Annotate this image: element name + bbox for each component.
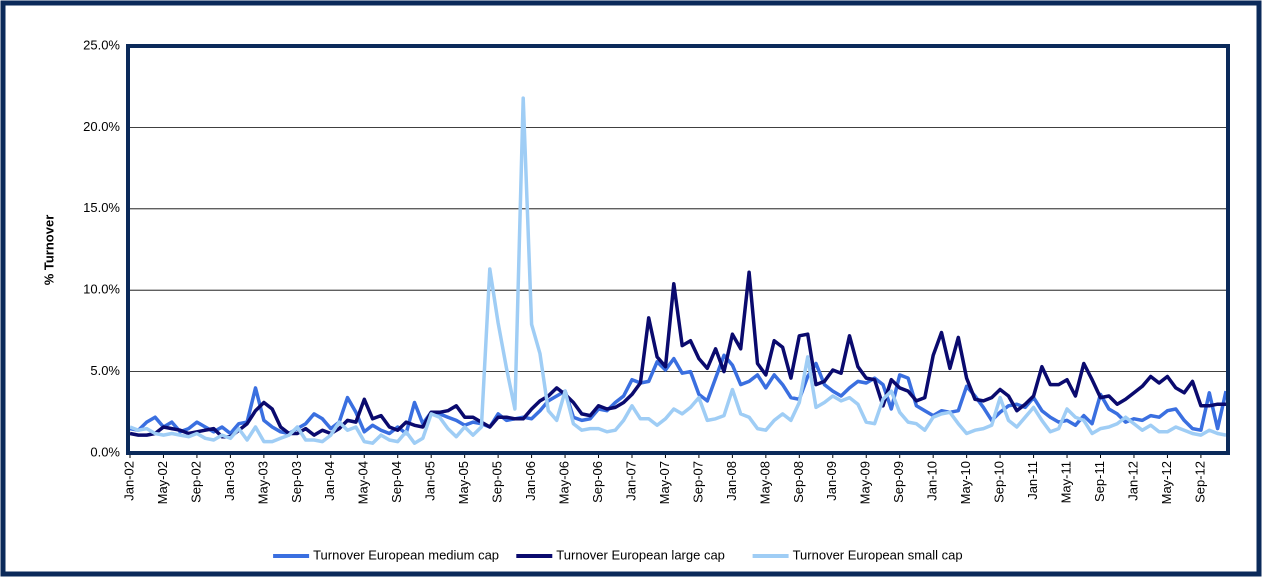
x-tick-label: Jan-05: [423, 461, 438, 501]
y-tick-label: 10.0%: [83, 282, 120, 297]
x-tick-label: Sep-07: [690, 461, 705, 503]
x-tick-label: Sep-02: [188, 461, 203, 503]
x-tick-label: Jan-09: [824, 461, 839, 501]
x-tick-label: Jan-03: [222, 461, 237, 501]
series-line: [129, 96, 1227, 445]
x-tick-label: Sep-03: [289, 461, 304, 503]
x-tick-label: May-09: [858, 461, 873, 504]
x-tick-label: Jan-07: [623, 461, 638, 501]
y-tick-label: 20.0%: [83, 119, 120, 134]
x-tick-label: May-08: [757, 461, 772, 504]
x-tick-label: Jan-02: [121, 461, 136, 501]
legend-label: Turnover European large cap: [556, 547, 725, 562]
x-tick-label: Jan-08: [724, 461, 739, 501]
x-tick-label: Jan-12: [1125, 461, 1140, 501]
y-tick-label: 15.0%: [83, 200, 120, 215]
x-tick-label: Sep-12: [1192, 461, 1207, 503]
y-tick-label: 25.0%: [83, 37, 120, 52]
x-tick-label: Sep-11: [1092, 461, 1107, 502]
x-tick-label: Jan-06: [523, 461, 538, 501]
x-tick-label: May-12: [1159, 461, 1174, 504]
legend-label: Turnover European medium cap: [313, 547, 499, 562]
x-tick-label: May-04: [356, 461, 371, 504]
x-tick-label: Jan-04: [322, 461, 337, 501]
x-tick-label: Sep-08: [791, 461, 806, 503]
x-tick-label: May-02: [155, 461, 170, 504]
x-tick-label: Sep-10: [992, 461, 1007, 503]
y-tick-label: 0.0%: [90, 444, 120, 459]
x-tick-label: May-10: [958, 461, 973, 504]
x-tick-label: Sep-05: [490, 461, 505, 503]
series-line: [129, 270, 1226, 439]
x-tick-label: Jan-11: [1025, 461, 1040, 500]
y-axis-label: % Turnover: [41, 215, 56, 286]
x-tick-label: May-07: [657, 461, 672, 504]
x-tick-label: Sep-06: [590, 461, 605, 503]
legend-label: Turnover European small cap: [793, 547, 963, 562]
x-tick-label: Sep-04: [389, 461, 404, 503]
x-tick-label: May-06: [556, 461, 571, 504]
x-tick-label: May-05: [456, 461, 471, 504]
x-tick-label: May-03: [255, 461, 270, 504]
x-tick-label: May-11: [1058, 461, 1073, 503]
x-tick-label: Sep-09: [891, 461, 906, 503]
plot-border: [126, 44, 1230, 455]
series-line: [129, 353, 1228, 436]
x-tick-label: Jan-10: [925, 461, 940, 501]
y-tick-label: 5.0%: [90, 363, 120, 378]
